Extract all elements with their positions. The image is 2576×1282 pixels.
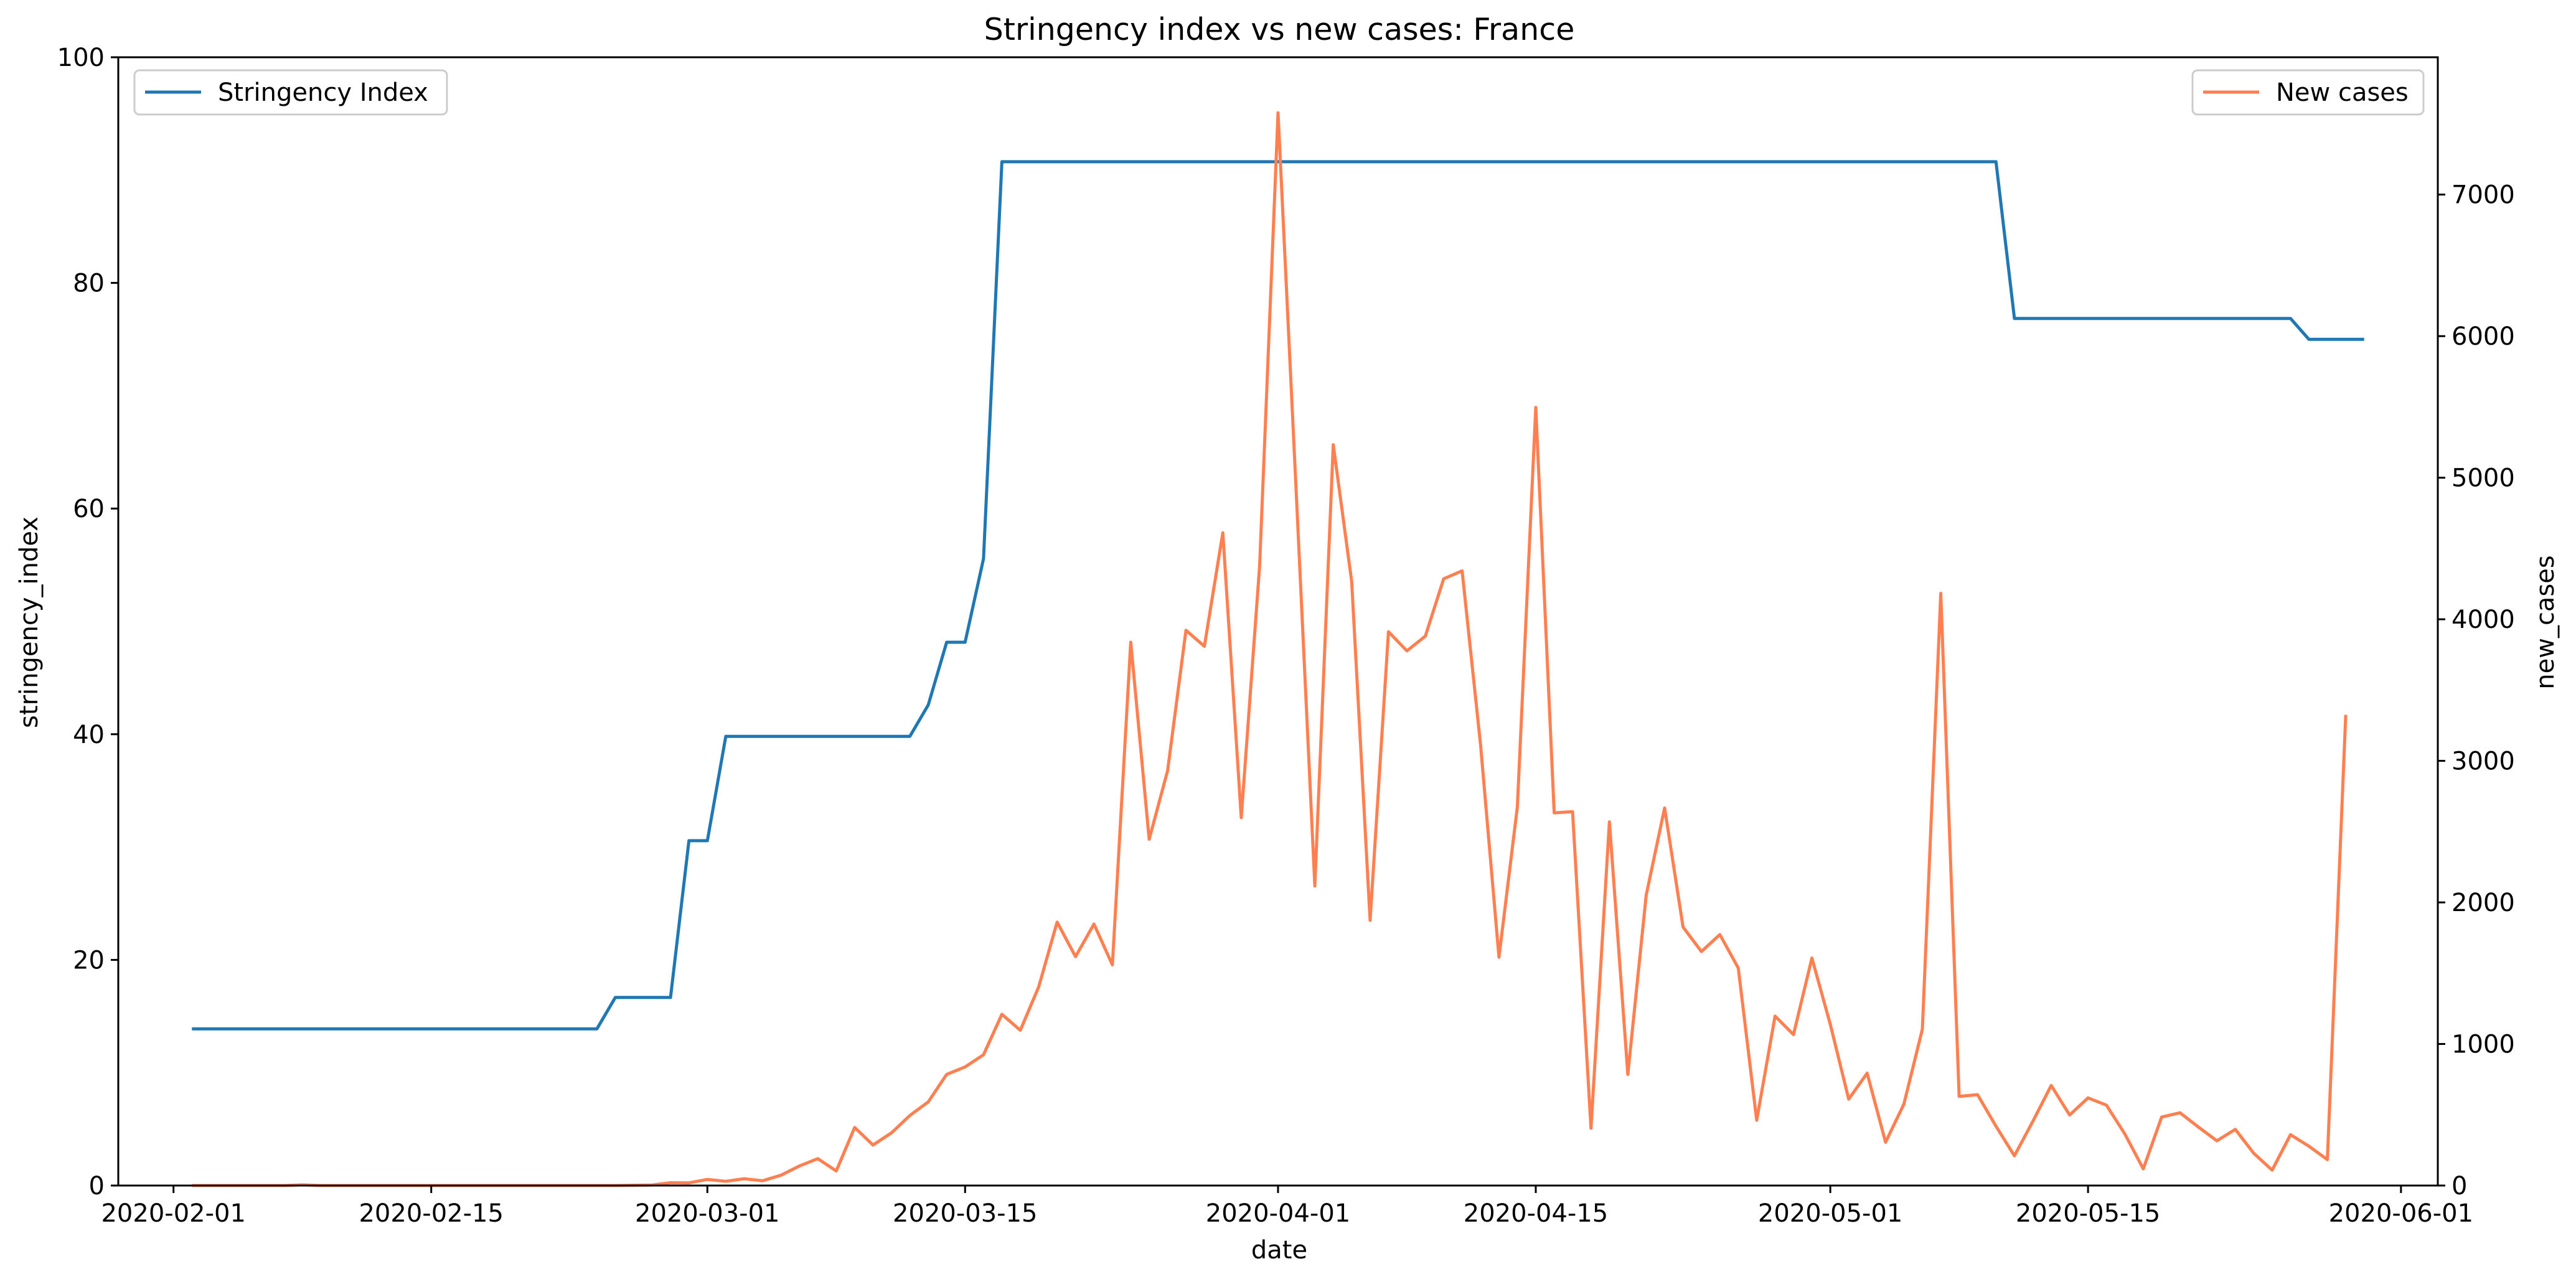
y-right-tick-label: 3000 — [2451, 747, 2515, 776]
y-axis-right-label: new_cases — [2531, 555, 2560, 689]
x-tick-label: 2020-03-01 — [635, 1199, 779, 1228]
x-axis-label: date — [1251, 1236, 1307, 1265]
y-right-tick-label: 7000 — [2451, 181, 2515, 210]
y-right-tick-label: 4000 — [2451, 606, 2515, 634]
series-line-stringency-index — [192, 160, 2364, 1031]
y-axis-left-label: stringency_index — [15, 517, 44, 728]
legend-right: New cases — [2191, 69, 2425, 116]
legend-right-box — [2191, 69, 2425, 116]
x-tick-label: 2020-05-15 — [2016, 1199, 2160, 1228]
y-left-tick-label: 60 — [73, 495, 105, 523]
y-right-tick-label: 0 — [2451, 1172, 2467, 1200]
y-left-tick-label: 40 — [73, 721, 105, 749]
x-tick-label: 2020-02-15 — [359, 1199, 503, 1228]
x-tick-label: 2020-03-15 — [893, 1199, 1037, 1228]
chart-title: Stringency index vs new cases: France — [984, 12, 1575, 47]
y-right-tick-label: 6000 — [2451, 322, 2515, 351]
x-axis: 2020-02-01 2020-02-15 2020-03-01 2020-03-15… — [101, 1186, 2473, 1228]
x-tick-label: 2020-06-01 — [2329, 1199, 2473, 1228]
legend-left-box — [133, 69, 448, 116]
y-left-tick-label: 80 — [73, 269, 105, 298]
y-right-tick-label: 2000 — [2451, 889, 2515, 917]
y-right-tick-label: 5000 — [2451, 464, 2515, 493]
y-right-tick-label: 1000 — [2451, 1031, 2515, 1059]
y-axis-left: 0 20 40 60 80 100 — [57, 44, 118, 1200]
legend-right-label: New cases — [2276, 78, 2409, 107]
y-left-tick-label: 0 — [89, 1172, 105, 1200]
y-axis-right: 0 1000 2000 3000 4000 5000 6000 7000 — [2438, 181, 2515, 1200]
y-left-tick-label: 20 — [73, 946, 105, 975]
x-tick-label: 2020-04-01 — [1206, 1199, 1350, 1228]
x-tick-label: 2020-02-01 — [101, 1199, 245, 1228]
y-left-tick-label: 100 — [57, 44, 105, 72]
x-tick-label: 2020-05-01 — [1758, 1199, 1902, 1228]
x-tick-label: 2020-04-15 — [1464, 1199, 1608, 1228]
legend-left-label: Stringency Index — [218, 78, 428, 107]
legend-left: Stringency Index — [133, 69, 448, 116]
